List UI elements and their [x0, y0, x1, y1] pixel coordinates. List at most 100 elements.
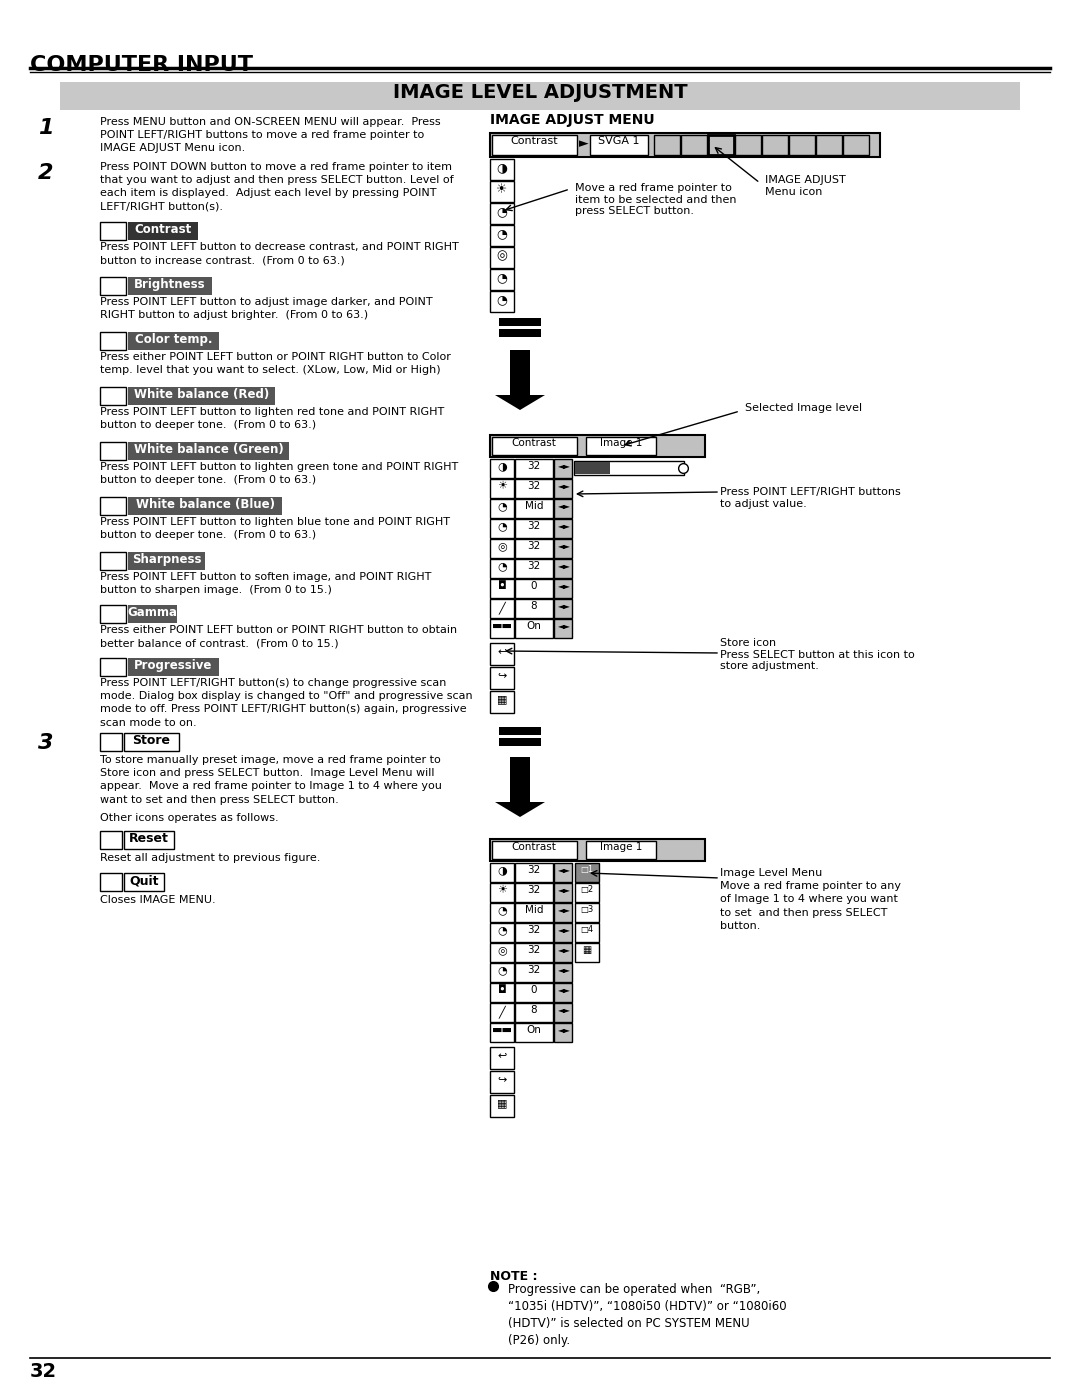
- FancyBboxPatch shape: [681, 136, 707, 155]
- Text: 32: 32: [30, 1362, 57, 1382]
- FancyBboxPatch shape: [100, 441, 126, 460]
- Text: ╱: ╱: [499, 601, 505, 613]
- FancyBboxPatch shape: [60, 82, 1020, 110]
- Text: ◔: ◔: [497, 502, 507, 511]
- FancyBboxPatch shape: [100, 552, 126, 570]
- FancyBboxPatch shape: [708, 136, 734, 155]
- Text: ◔: ◔: [497, 293, 508, 306]
- FancyBboxPatch shape: [575, 883, 599, 902]
- Text: ▦: ▦: [497, 694, 508, 704]
- FancyBboxPatch shape: [554, 460, 572, 478]
- Text: ◑: ◑: [497, 161, 508, 175]
- FancyBboxPatch shape: [100, 733, 122, 752]
- Text: Gamma: Gamma: [127, 606, 177, 619]
- Text: 32: 32: [527, 461, 541, 471]
- Text: ◔: ◔: [497, 562, 507, 571]
- FancyBboxPatch shape: [490, 902, 514, 922]
- Text: 0: 0: [530, 985, 537, 995]
- FancyBboxPatch shape: [100, 277, 126, 295]
- Text: ◄►: ◄►: [557, 601, 570, 610]
- Text: ◘: ◘: [498, 581, 507, 591]
- Text: ╱: ╱: [499, 1004, 505, 1018]
- Text: ◔: ◔: [497, 925, 507, 935]
- FancyBboxPatch shape: [575, 863, 599, 882]
- FancyBboxPatch shape: [490, 460, 514, 478]
- FancyBboxPatch shape: [490, 1095, 514, 1118]
- FancyBboxPatch shape: [490, 1023, 514, 1042]
- FancyBboxPatch shape: [515, 902, 553, 922]
- FancyBboxPatch shape: [554, 863, 572, 882]
- Polygon shape: [495, 802, 545, 817]
- FancyBboxPatch shape: [515, 479, 553, 497]
- Text: □3: □3: [580, 905, 594, 914]
- FancyBboxPatch shape: [100, 497, 126, 515]
- Text: Press POINT LEFT/RIGHT button(s) to change progressive scan
mode. Dialog box dis: Press POINT LEFT/RIGHT button(s) to chan…: [100, 678, 473, 728]
- FancyBboxPatch shape: [492, 841, 577, 859]
- FancyBboxPatch shape: [499, 738, 541, 746]
- FancyBboxPatch shape: [129, 605, 177, 623]
- FancyBboxPatch shape: [515, 963, 553, 982]
- Text: ◄►: ◄►: [557, 562, 570, 570]
- Text: ◔: ◔: [497, 521, 507, 531]
- Text: 0: 0: [530, 581, 537, 591]
- Text: ◔: ◔: [497, 271, 508, 284]
- Text: Press either POINT LEFT button or POINT RIGHT button to obtain
better balance of: Press either POINT LEFT button or POINT …: [100, 624, 457, 648]
- Text: 1: 1: [38, 117, 54, 138]
- Text: Mid: Mid: [525, 905, 543, 915]
- Text: Image 1: Image 1: [599, 439, 643, 448]
- FancyBboxPatch shape: [100, 831, 122, 849]
- FancyBboxPatch shape: [708, 136, 734, 155]
- Text: ◄►: ◄►: [557, 965, 570, 974]
- FancyBboxPatch shape: [490, 1003, 514, 1023]
- FancyBboxPatch shape: [490, 578, 514, 598]
- FancyBboxPatch shape: [735, 136, 761, 155]
- FancyBboxPatch shape: [129, 497, 282, 515]
- Text: ▦: ▦: [582, 944, 592, 956]
- FancyBboxPatch shape: [515, 1023, 553, 1042]
- Text: 8: 8: [530, 1004, 538, 1016]
- FancyBboxPatch shape: [590, 136, 648, 155]
- Text: Quit: Quit: [130, 875, 159, 887]
- FancyBboxPatch shape: [490, 883, 514, 902]
- FancyBboxPatch shape: [124, 831, 174, 849]
- FancyBboxPatch shape: [100, 658, 126, 676]
- Text: ☀: ☀: [497, 886, 507, 895]
- FancyBboxPatch shape: [515, 559, 553, 578]
- FancyBboxPatch shape: [129, 387, 275, 405]
- Text: IMAGE LEVEL ADJUSTMENT: IMAGE LEVEL ADJUSTMENT: [393, 82, 687, 102]
- Text: 32: 32: [527, 562, 541, 571]
- Text: Sharpness: Sharpness: [132, 553, 201, 566]
- FancyBboxPatch shape: [554, 943, 572, 963]
- FancyBboxPatch shape: [554, 883, 572, 902]
- FancyBboxPatch shape: [490, 1071, 514, 1092]
- FancyBboxPatch shape: [554, 479, 572, 497]
- Text: 32: 32: [527, 865, 541, 875]
- FancyBboxPatch shape: [490, 963, 514, 982]
- FancyBboxPatch shape: [490, 203, 514, 224]
- Text: White balance (Blue): White balance (Blue): [135, 497, 274, 511]
- Text: Selected Image level: Selected Image level: [745, 402, 862, 414]
- FancyBboxPatch shape: [100, 873, 122, 891]
- FancyBboxPatch shape: [554, 1023, 572, 1042]
- FancyBboxPatch shape: [554, 599, 572, 617]
- Text: On: On: [527, 622, 541, 631]
- FancyBboxPatch shape: [490, 619, 514, 638]
- Text: 32: 32: [527, 925, 541, 935]
- FancyBboxPatch shape: [490, 943, 514, 963]
- FancyBboxPatch shape: [124, 733, 179, 752]
- Text: ◄►: ◄►: [557, 985, 570, 995]
- FancyBboxPatch shape: [490, 247, 514, 268]
- Text: ◘: ◘: [498, 985, 507, 995]
- FancyBboxPatch shape: [586, 437, 656, 455]
- Text: ▬▬: ▬▬: [491, 622, 513, 631]
- Text: ↪: ↪: [497, 1074, 507, 1084]
- Text: SVGA 1: SVGA 1: [598, 136, 639, 147]
- FancyBboxPatch shape: [490, 599, 514, 617]
- FancyBboxPatch shape: [129, 658, 219, 676]
- Text: ◎: ◎: [497, 541, 507, 550]
- Text: IMAGE ADJUST MENU: IMAGE ADJUST MENU: [490, 113, 654, 127]
- FancyBboxPatch shape: [490, 434, 705, 457]
- FancyBboxPatch shape: [129, 552, 205, 570]
- Text: Move a red frame pointer to
item to be selected and then
press SELECT button.: Move a red frame pointer to item to be s…: [575, 183, 737, 217]
- Text: ☀: ☀: [497, 481, 507, 490]
